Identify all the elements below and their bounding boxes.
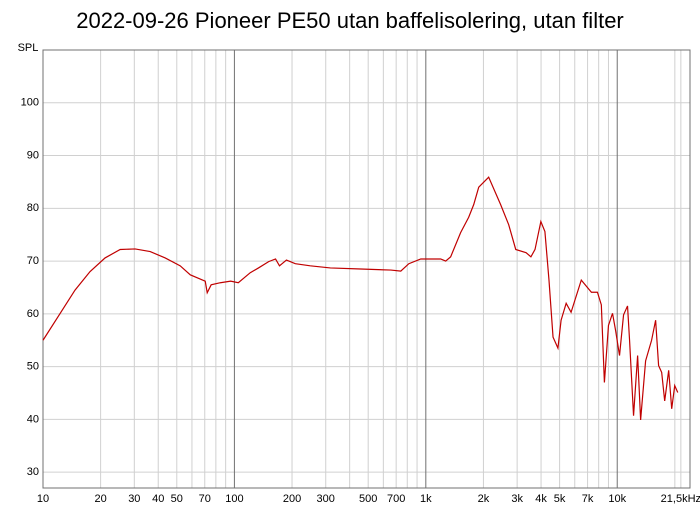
x-tick-label: 70 — [199, 493, 211, 505]
x-tick-label: 5k — [554, 493, 566, 505]
x-tick-label: 200 — [283, 493, 301, 505]
x-tick-label: 100 — [225, 493, 243, 505]
y-tick-label: 90 — [27, 149, 39, 161]
y-tick-label: 50 — [27, 361, 39, 373]
x-tick-label: 7k — [582, 493, 594, 505]
x-tick-label: 700 — [387, 493, 405, 505]
x-tick-label: 20 — [94, 493, 106, 505]
x-tick-label: 4k — [535, 493, 547, 505]
x-tick-label: 2k — [478, 493, 490, 505]
x-tick-label: 500 — [359, 493, 377, 505]
y-tick-label: 60 — [27, 308, 39, 320]
x-tick-label: 10k — [608, 493, 626, 505]
y-tick-label: 40 — [27, 413, 39, 425]
x-tick-label: 10 — [37, 493, 49, 505]
plot-border — [42, 49, 691, 489]
series-line — [42, 176, 679, 420]
chart-title: 2022-09-26 Pioneer PE50 utan baffelisole… — [76, 8, 624, 33]
y-tick-label: 100 — [21, 97, 39, 109]
x-tick-label: 300 — [317, 493, 335, 505]
y-axis-label: SPL — [18, 42, 39, 54]
x-tick-label: 21,5kHz — [661, 493, 700, 505]
x-tick-label: 1k — [420, 493, 432, 505]
x-tick-label: 40 — [152, 493, 164, 505]
x-tick-label: 50 — [171, 493, 183, 505]
x-tick-label: 3k — [511, 493, 523, 505]
x-tick-label: 30 — [128, 493, 140, 505]
y-tick-label: 30 — [27, 466, 39, 478]
y-tick-label: 70 — [27, 255, 39, 267]
y-tick-label: 80 — [27, 202, 39, 214]
